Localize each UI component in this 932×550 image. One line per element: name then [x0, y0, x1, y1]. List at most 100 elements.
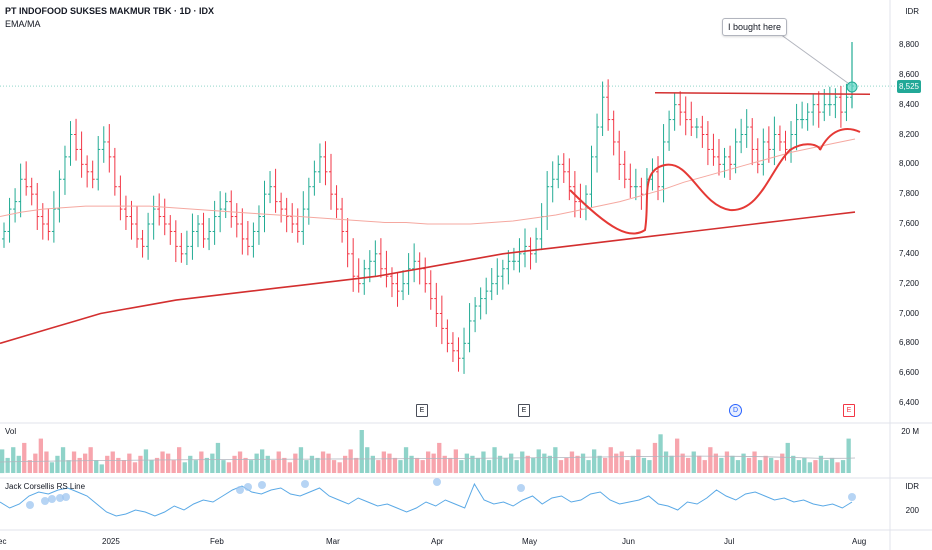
volume-bar — [702, 460, 707, 473]
volume-bar — [846, 438, 851, 473]
earnings-badge[interactable]: E — [518, 404, 530, 417]
volume-bar — [459, 460, 464, 473]
volume-bar — [370, 455, 375, 473]
volume-bar — [791, 455, 796, 473]
volume-bar — [818, 455, 824, 473]
volume-bar — [730, 455, 735, 473]
volume-bar — [630, 455, 635, 473]
volume-bar — [464, 453, 469, 473]
volume-bar — [453, 449, 458, 474]
volume-bar — [835, 462, 840, 474]
annotation-callout[interactable]: I bought here — [722, 18, 788, 36]
volume-bar — [558, 460, 564, 473]
price-tick-label: 8,000 — [898, 159, 919, 169]
volume-bar — [757, 460, 763, 473]
volume-bar — [127, 453, 132, 473]
volume-bar — [60, 447, 66, 473]
volume-bar — [49, 462, 55, 474]
volume-bar — [514, 460, 519, 473]
volume-bar — [697, 455, 702, 473]
volume-bar — [110, 451, 115, 473]
price-tick-label: 7,800 — [898, 189, 919, 199]
rs-new-high-dot — [433, 478, 441, 486]
volume-bar — [525, 455, 530, 473]
rs-new-high-dot — [48, 495, 56, 503]
volume-bar — [143, 449, 149, 474]
volume-bar — [769, 457, 774, 473]
volume-bar — [719, 457, 724, 473]
volume-bar — [497, 455, 503, 473]
time-tick-label: Apr — [431, 537, 444, 546]
volume-bar — [414, 457, 420, 473]
volume-bar — [691, 451, 696, 473]
volume-bar — [331, 460, 337, 473]
volume-bar — [409, 455, 414, 473]
volume-ma-line — [0, 455, 856, 463]
volume-bar — [105, 455, 110, 473]
volume-bar — [392, 457, 398, 473]
volume-bar — [282, 457, 287, 473]
volume-bar — [188, 455, 193, 473]
volume-bar — [592, 449, 597, 474]
volume-bar — [669, 455, 674, 473]
volume-bar — [359, 430, 364, 473]
volume-bar — [536, 449, 541, 474]
volume-bar — [22, 442, 27, 473]
volume-bar — [77, 457, 82, 473]
volume-bar — [320, 451, 326, 473]
dividend-badge[interactable]: D — [729, 404, 742, 417]
volume-bar — [226, 462, 232, 474]
volume-bar — [735, 460, 741, 473]
volume-bar — [824, 460, 829, 473]
volume-bar — [437, 442, 442, 473]
volume-bar — [365, 447, 370, 473]
time-tick-label: Jul — [724, 537, 735, 546]
volume-bar — [271, 460, 276, 473]
volume-bar — [448, 457, 453, 473]
price-tick-label: 8,800 — [898, 40, 919, 49]
rs-pane-label: Jack Corsellis RS Line — [5, 482, 86, 491]
rs-axis-value: 200 — [905, 506, 919, 515]
volume-bar — [840, 460, 846, 473]
volume-bar — [254, 453, 259, 473]
volume-bar — [752, 451, 757, 473]
volume-bar — [304, 460, 309, 473]
earnings-badge[interactable]: E — [843, 404, 855, 417]
volume-bar — [442, 455, 447, 473]
volume-bar — [420, 460, 425, 473]
volume-bar — [298, 447, 304, 473]
volume-bar — [431, 453, 436, 473]
volume-bar — [381, 451, 386, 473]
volume-bar — [249, 460, 254, 473]
rs-new-high-dot — [848, 493, 856, 501]
volume-bar — [675, 438, 680, 473]
volume-bar — [343, 455, 348, 473]
callout-target-marker — [846, 81, 858, 93]
volume-bar — [354, 457, 359, 473]
volume-bar — [398, 460, 403, 473]
volume-bar — [785, 442, 790, 473]
volume-bar — [315, 457, 320, 473]
volume-bar — [658, 434, 663, 473]
volume-bar — [603, 457, 608, 473]
volume-bar — [636, 449, 641, 474]
earnings-badge[interactable]: E — [416, 404, 428, 417]
rs-axis-currency: IDR — [905, 482, 919, 491]
price-tick-label: 7,000 — [898, 308, 919, 318]
last-price-tag: 8,525 — [897, 80, 921, 93]
volume-bar — [774, 460, 779, 473]
volume-bar — [575, 455, 580, 473]
volume-bar — [27, 460, 32, 473]
volume-bar — [237, 451, 243, 473]
volume-bar — [55, 455, 60, 473]
rs-new-high-dot — [41, 497, 49, 505]
price-tick-label: 6,600 — [898, 368, 919, 378]
volume-bar — [503, 457, 508, 473]
volume-bar — [33, 453, 38, 473]
volume-bar — [625, 460, 630, 473]
volume-bar — [829, 457, 835, 473]
time-tick-label: 2025 — [102, 537, 120, 546]
volume-bar — [492, 447, 497, 473]
